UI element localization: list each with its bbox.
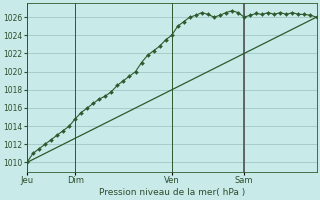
X-axis label: Pression niveau de la mer( hPa ): Pression niveau de la mer( hPa ) (99, 188, 245, 197)
